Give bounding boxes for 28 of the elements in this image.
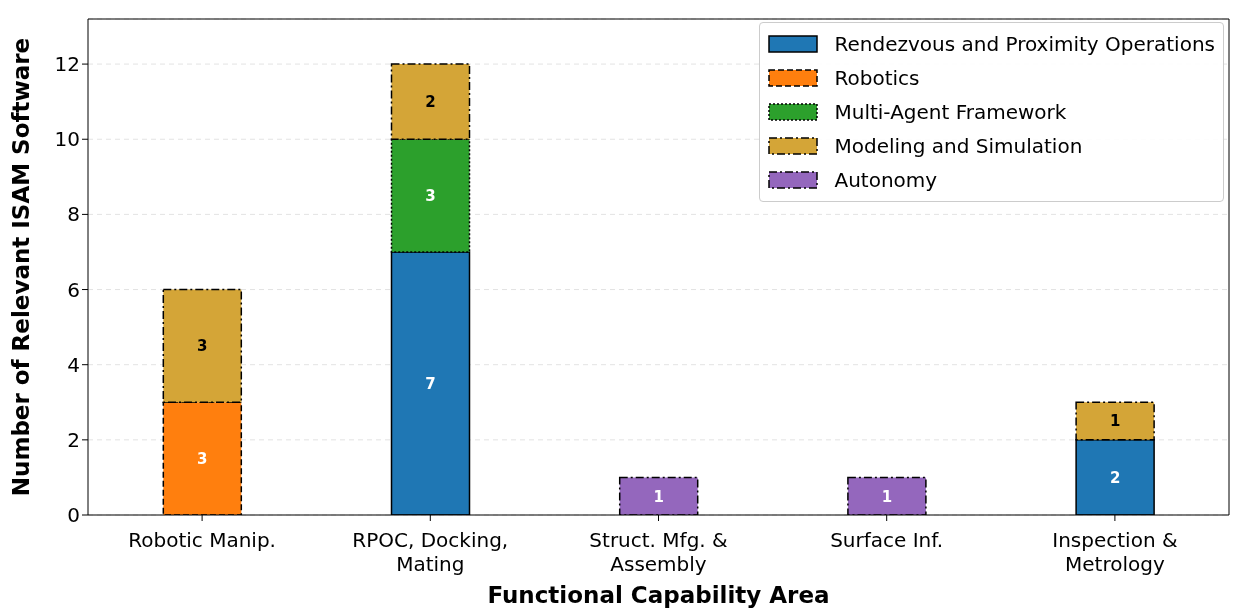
x-tick-label: Surface Inf. bbox=[830, 528, 944, 552]
data-label: 2 bbox=[425, 92, 436, 111]
data-label: 3 bbox=[197, 337, 208, 356]
data-label: 1 bbox=[881, 487, 893, 506]
y-tick-label: 6 bbox=[67, 277, 80, 302]
legend-label: Multi-Agent Framework bbox=[834, 100, 1067, 124]
y-tick-label: 0 bbox=[67, 503, 80, 528]
y-tick-label: 2 bbox=[67, 427, 80, 452]
y-axis-title: Number of Relevant ISAM Software bbox=[8, 37, 35, 497]
x-tick-label: Inspection & Metrology bbox=[1052, 528, 1178, 576]
legend-label: Robotics bbox=[834, 66, 920, 90]
data-label: 7 bbox=[425, 374, 436, 393]
x-tick-label: Struct. Mfg. & Assembly bbox=[589, 528, 728, 576]
x-tick-label: RPOC, Docking, Mating bbox=[352, 528, 509, 576]
data-label: 1 bbox=[653, 487, 664, 506]
y-tick-label: 10 bbox=[54, 127, 80, 152]
data-label: 3 bbox=[425, 186, 436, 205]
legend-label: Autonomy bbox=[834, 168, 938, 192]
legend-label: Rendezvous and Proximity Operations bbox=[834, 32, 1215, 56]
legend-label: Modeling and Simulation bbox=[834, 134, 1083, 158]
x-axis-title: Functional Capability Area bbox=[487, 582, 830, 608]
data-label: 1 bbox=[1109, 412, 1121, 431]
data-label: 3 bbox=[197, 449, 208, 468]
y-tick-label: 8 bbox=[67, 202, 80, 227]
y-tick-label: 4 bbox=[67, 352, 80, 377]
y-tick-label: 12 bbox=[54, 52, 80, 77]
x-tick-label: Robotic Manip. bbox=[128, 528, 276, 552]
data-label: 2 bbox=[1109, 468, 1121, 487]
